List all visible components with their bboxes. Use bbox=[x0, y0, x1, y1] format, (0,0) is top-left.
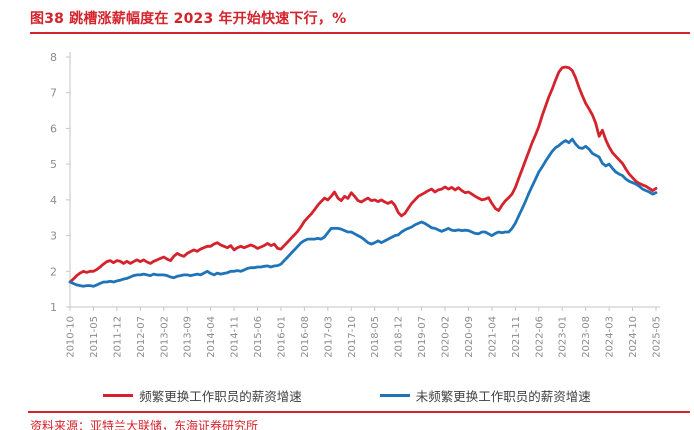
chart-legend: 频繁更换工作职员的薪资增速 未频繁更换工作职员的薪资增速 bbox=[0, 386, 694, 405]
svg-text:2010-10: 2010-10 bbox=[66, 316, 77, 358]
svg-text:2012-07: 2012-07 bbox=[136, 316, 147, 358]
svg-text:2013-02: 2013-02 bbox=[159, 316, 170, 358]
svg-text:2011-05: 2011-05 bbox=[89, 316, 100, 358]
svg-text:2024-03: 2024-03 bbox=[605, 316, 616, 358]
svg-text:8: 8 bbox=[50, 51, 57, 64]
svg-text:2: 2 bbox=[50, 265, 57, 278]
title-underline bbox=[30, 32, 690, 34]
svg-text:2016-01: 2016-01 bbox=[276, 316, 287, 358]
svg-text:2018-12: 2018-12 bbox=[394, 316, 405, 358]
svg-text:2020-02: 2020-02 bbox=[441, 316, 452, 358]
svg-text:2021-11: 2021-11 bbox=[511, 316, 522, 358]
blue-line-swatch bbox=[379, 394, 410, 397]
svg-text:2017-03: 2017-03 bbox=[323, 316, 334, 358]
svg-text:2022-06: 2022-06 bbox=[534, 316, 545, 358]
svg-text:2017-10: 2017-10 bbox=[347, 316, 358, 358]
legend-item-job-switchers: 频繁更换工作职员的薪资增速 bbox=[103, 386, 302, 405]
legend-label-job-stayers: 未频繁更换工作职员的薪资增速 bbox=[415, 389, 591, 404]
svg-text:2014-11: 2014-11 bbox=[230, 316, 241, 358]
svg-text:2014-04: 2014-04 bbox=[206, 316, 217, 358]
svg-text:2015-06: 2015-06 bbox=[253, 316, 264, 358]
chart-title: 图38 跳槽涨薪幅度在 2023 年开始快速下行，% bbox=[30, 11, 347, 27]
svg-text:2025-05: 2025-05 bbox=[652, 316, 663, 358]
line-chart: 1 2 3 4 5 6 7 8 2010-10 2011-05 2011-12 2012-07 2013… bbox=[50, 51, 663, 358]
svg-text:2013-09: 2013-09 bbox=[183, 316, 194, 358]
svg-text:2023-08: 2023-08 bbox=[581, 316, 592, 358]
legend-item-job-stayers: 未频繁更换工作职员的薪资增速 bbox=[379, 386, 591, 405]
legend-label-job-switchers: 频繁更换工作职员的薪资增速 bbox=[139, 389, 302, 404]
red-line-swatch bbox=[103, 394, 134, 397]
svg-text:2011-12: 2011-12 bbox=[112, 316, 123, 358]
svg-text:2023-01: 2023-01 bbox=[558, 316, 569, 358]
svg-text:2021-04: 2021-04 bbox=[487, 316, 498, 358]
footer-divider bbox=[28, 411, 690, 413]
svg-text:5: 5 bbox=[50, 158, 57, 171]
svg-text:2024-10: 2024-10 bbox=[628, 316, 639, 358]
svg-text:2016-08: 2016-08 bbox=[300, 316, 311, 358]
source-note: 资料来源：亚特兰大联储，东海证券研究所 bbox=[30, 419, 259, 430]
svg-text:3: 3 bbox=[50, 230, 57, 243]
svg-text:6: 6 bbox=[50, 122, 57, 135]
svg-text:7: 7 bbox=[50, 87, 57, 100]
svg-text:1: 1 bbox=[50, 301, 57, 314]
svg-text:2020-09: 2020-09 bbox=[464, 316, 475, 358]
svg-text:4: 4 bbox=[50, 194, 57, 207]
svg-text:2018-05: 2018-05 bbox=[370, 316, 381, 358]
svg-text:2019-07: 2019-07 bbox=[417, 316, 428, 358]
